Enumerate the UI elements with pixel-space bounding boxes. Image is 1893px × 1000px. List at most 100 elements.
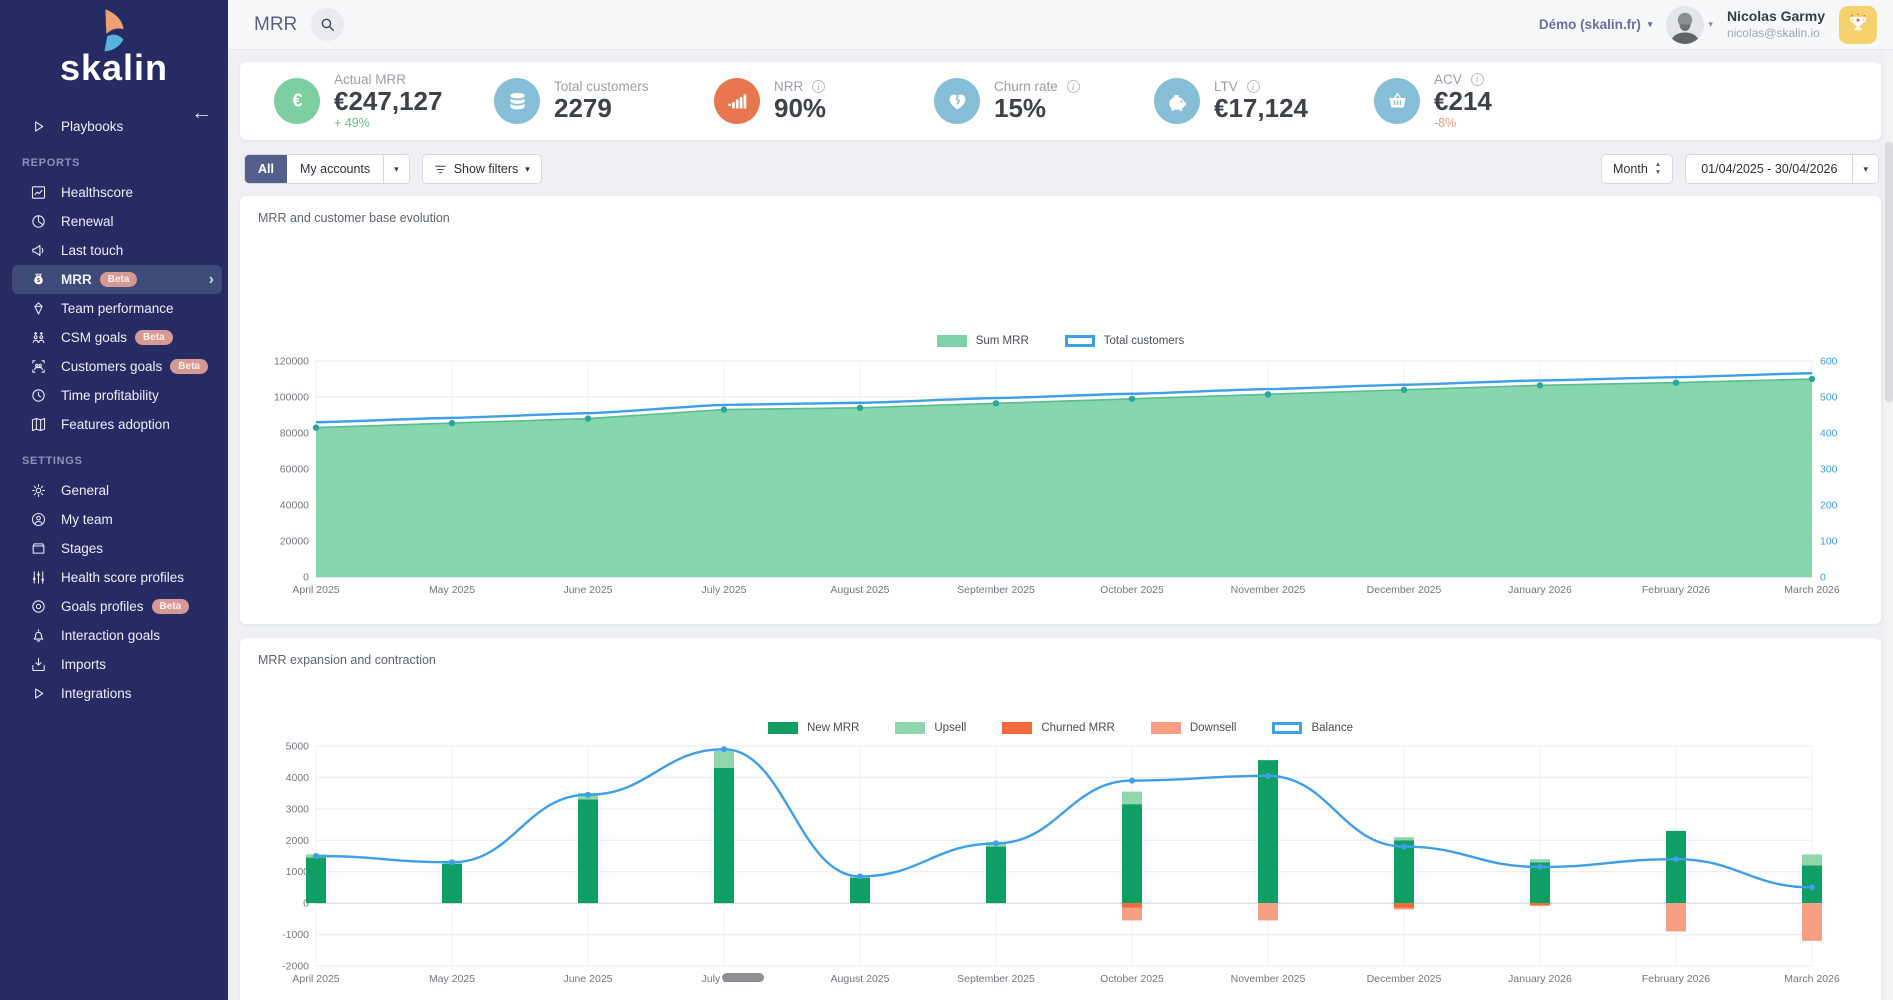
date-range-picker[interactable]: 01/04/2025 - 30/04/2026 ▾ <box>1685 154 1879 184</box>
sidebar-collapse-button[interactable]: ← <box>191 101 212 124</box>
sidebar-item-health-score-profiles[interactable]: Health score profiles <box>12 563 222 592</box>
sidebar-item-last-touch[interactable]: Last touch <box>12 236 222 265</box>
svg-text:October 2025: October 2025 <box>1100 973 1164 985</box>
people-frame-icon <box>30 358 47 375</box>
page-content: € Actual MRR €247,127 + 49% Total customers 2… <box>228 50 1893 1000</box>
legend-swatch <box>767 722 798 734</box>
sidebar-item-features-adoption[interactable]: Features adoption <box>12 410 222 439</box>
kpi-label: Churn rate i <box>994 79 1080 94</box>
svg-text:December 2025: December 2025 <box>1367 973 1442 985</box>
sidebar-item-mrr[interactable]: $ MRR Beta › <box>12 265 222 294</box>
search-button[interactable] <box>311 8 345 41</box>
scope-dropdown-button[interactable]: ▾ <box>383 155 409 183</box>
sidebar-item-csm-goals[interactable]: CSM goals Beta <box>12 323 222 352</box>
scope-all-button[interactable]: All <box>244 155 288 183</box>
broken-heart-icon <box>934 78 980 124</box>
org-selector[interactable]: Démo (skalin.fr) ▾ <box>1539 17 1653 32</box>
info-icon[interactable]: i <box>1066 80 1080 94</box>
date-range-dropdown-button[interactable]: ▾ <box>1852 155 1878 183</box>
sidebar-item-playbooks[interactable]: Playbooks <box>12 112 222 141</box>
sidebar-item-healthscore[interactable]: Healthscore <box>12 178 222 207</box>
svg-text:$: $ <box>37 278 40 284</box>
svg-text:600: 600 <box>1820 356 1838 368</box>
sidebar-item-integrations[interactable]: Integrations <box>12 679 222 708</box>
sidebar-item-customers-goals[interactable]: Customers goals Beta <box>12 352 222 381</box>
info-icon[interactable]: i <box>812 80 825 94</box>
sliders-icon <box>30 569 47 586</box>
scope-my-accounts-button[interactable]: My accounts <box>286 155 384 183</box>
granularity-select[interactable]: Month ▲ ▼ <box>1601 154 1674 184</box>
horizontal-scrollbar-thumb[interactable] <box>722 973 764 982</box>
sidebar-item-goals-profiles[interactable]: Goals profiles Beta <box>12 592 222 621</box>
sidebar-item-label: Team performance <box>61 301 174 316</box>
svg-text:80000: 80000 <box>280 428 309 440</box>
legend-item-churned-mrr[interactable]: Churned MRR <box>1002 722 1115 734</box>
legend-label: Sum MRR <box>975 335 1029 347</box>
sidebar-item-time-profitability[interactable]: Time profitability <box>12 381 222 410</box>
svg-text:September 2025: September 2025 <box>957 584 1035 596</box>
achievement-badge[interactable] <box>1839 5 1877 44</box>
info-icon[interactable]: i <box>1470 72 1484 86</box>
mrr-expansion-chart: -2000 -1000 0 1000 2000 3000 4000 5000 April 202… <box>282 741 1840 986</box>
legend-item-downsell[interactable]: Downsell <box>1150 722 1237 734</box>
legend-label: New MRR <box>806 722 860 734</box>
sidebar-item-label: Customers goals <box>61 359 163 374</box>
kpi-value: €17,124 <box>1214 93 1308 124</box>
mrr-evolution-card: MRR and customer base evolution Sum MRR T… <box>240 196 1881 624</box>
kpi-delta: -8% <box>1434 116 1457 131</box>
svg-text:February 2026: February 2026 <box>1642 973 1710 985</box>
section-header-reports: REPORTS <box>22 157 81 169</box>
sidebar-item-interaction-goals[interactable]: Interaction goals <box>12 621 222 650</box>
sidebar-item-general[interactable]: General <box>12 476 222 505</box>
date-range-value: 01/04/2025 - 30/04/2026 <box>1701 162 1838 176</box>
svg-text:2000: 2000 <box>286 835 310 847</box>
legend-label: Balance <box>1311 722 1354 734</box>
legend-swatch <box>1150 722 1181 734</box>
sidebar-item-my-team[interactable]: My team <box>12 505 222 534</box>
svg-text:0: 0 <box>1820 572 1826 584</box>
kpi-label: NRR i <box>774 79 826 94</box>
sidebar-item-imports[interactable]: Imports <box>12 650 222 679</box>
svg-text:June 2025: June 2025 <box>563 584 612 596</box>
sidebar-nav: Playbooks REPORTS Healthscore Renewal Last t… <box>0 112 228 708</box>
sidebar-item-label: Last touch <box>61 243 124 258</box>
people-up-icon <box>30 329 47 346</box>
svg-text:300: 300 <box>1820 464 1838 476</box>
legend-label: Downsell <box>1189 722 1237 734</box>
legend-item-balance[interactable]: Balance <box>1272 722 1353 734</box>
vertical-scrollbar-thumb[interactable] <box>1885 142 1893 402</box>
svg-text:100000: 100000 <box>274 392 309 404</box>
user-menu[interactable]: ▾ <box>1666 5 1713 44</box>
sidebar-item-renewal[interactable]: Renewal <box>12 207 222 236</box>
svg-text:November 2025: November 2025 <box>1231 584 1306 596</box>
legend-label: Upsell <box>934 722 967 734</box>
legend-item-upsell[interactable]: Upsell <box>895 722 966 734</box>
kpi-summary-card: € Actual MRR €247,127 + 49% Total customers 2… <box>240 62 1881 140</box>
beta-badge: Beta <box>99 272 138 287</box>
kpi-actual-mrr: € Actual MRR €247,127 + 49% <box>274 72 494 130</box>
legend-swatch <box>936 335 967 347</box>
sidebar-item-team-performance[interactable]: Team performance <box>12 294 222 323</box>
kpi-total-customers: Total customers 2279 <box>494 78 714 124</box>
legend-item-sum-mrr[interactable]: Sum MRR <box>936 335 1029 347</box>
database-icon <box>494 78 540 124</box>
euro-icon: € <box>274 77 320 124</box>
sidebar-item-stages[interactable]: Stages <box>12 534 222 563</box>
svg-text:0: 0 <box>303 898 309 910</box>
svg-text:August 2025: August 2025 <box>831 584 890 596</box>
svg-text:3000: 3000 <box>286 803 310 815</box>
legend-item-total-customers[interactable]: Total customers <box>1064 335 1184 347</box>
show-filters-button[interactable]: Show filters ▾ <box>421 154 542 184</box>
beta-badge: Beta <box>151 599 190 614</box>
info-icon[interactable]: i <box>1246 80 1260 94</box>
scope-toggle: All My accounts ▾ <box>244 154 410 184</box>
avatar <box>1666 5 1705 44</box>
gear-icon <box>30 482 47 499</box>
user-email: nicolas@skalin.io <box>1726 25 1820 40</box>
vertical-scrollbar-track <box>1885 50 1893 1000</box>
folder-icon <box>30 540 47 557</box>
svg-text:100: 100 <box>1820 536 1838 548</box>
legend-swatch <box>1272 722 1303 734</box>
legend-item-new-mrr[interactable]: New MRR <box>767 722 860 734</box>
